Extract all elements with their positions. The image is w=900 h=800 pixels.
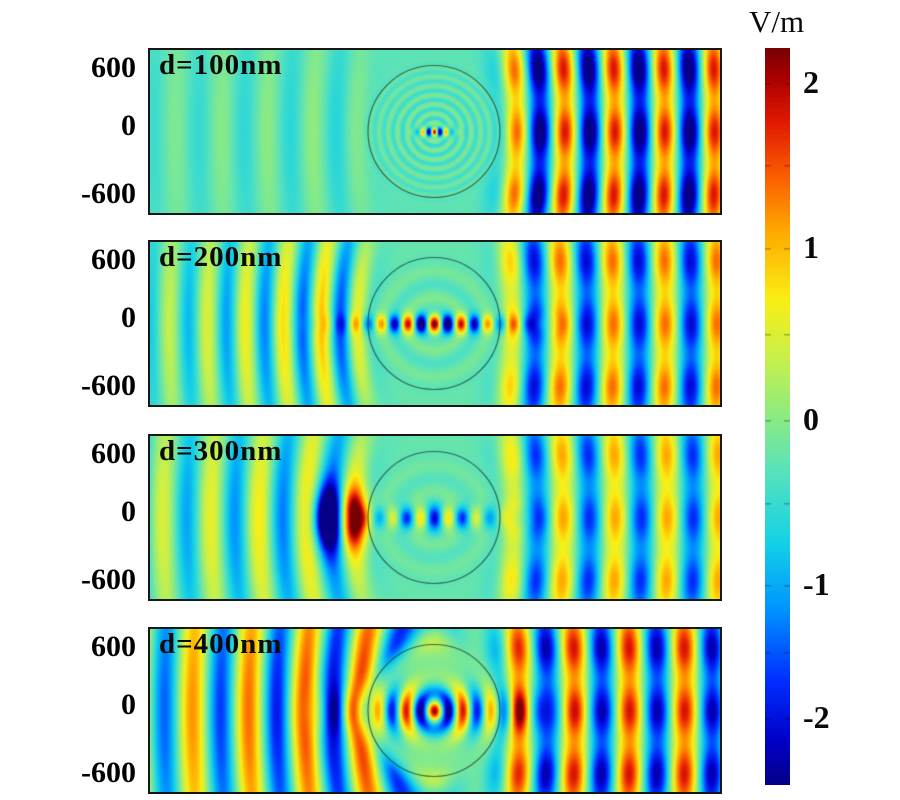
y-tick-0: 0	[121, 495, 136, 528]
colorbar-tick-1: 1	[803, 229, 819, 265]
field-map-d200	[148, 240, 722, 407]
y-tick-0: 0	[121, 301, 136, 334]
y-tick-0: 0	[121, 109, 136, 142]
colorbar-gradient	[765, 48, 790, 785]
field-map-d300	[148, 434, 722, 601]
colorbar-tick-0: 0	[803, 401, 819, 437]
panel-label-d300: d=300nm	[159, 435, 283, 467]
panel-label-d200: d=200nm	[159, 241, 283, 273]
colorbar-tick--1: -1	[803, 566, 830, 602]
y-tick--600: -600	[81, 369, 136, 402]
colorbar-tick--2: -2	[803, 699, 830, 735]
colorbar-tick-2: 2	[803, 64, 819, 100]
field-map-d400	[148, 627, 722, 794]
y-tick--600: -600	[81, 177, 136, 210]
panel-d100: 600 0 -600 d=100nm	[0, 48, 900, 218]
panel-d300: 600 0 -600 d=300nm	[0, 434, 900, 604]
panel-d400: 600 0 -600 d=400nm	[0, 627, 900, 797]
field-map-d100	[148, 48, 722, 215]
y-tick--600: -600	[81, 563, 136, 596]
y-tick--600: -600	[81, 756, 136, 789]
panel-label-d400: d=400nm	[159, 628, 283, 660]
panel-d200: 600 0 -600 d=200nm	[0, 240, 900, 410]
y-tick-600: 600	[91, 51, 136, 84]
panel-label-d100: d=100nm	[159, 49, 283, 81]
y-tick-600: 600	[91, 437, 136, 470]
colorbar-unit-label: V/m	[749, 4, 805, 39]
y-tick-600: 600	[91, 243, 136, 276]
y-tick-600: 600	[91, 630, 136, 663]
y-tick-0: 0	[121, 688, 136, 721]
